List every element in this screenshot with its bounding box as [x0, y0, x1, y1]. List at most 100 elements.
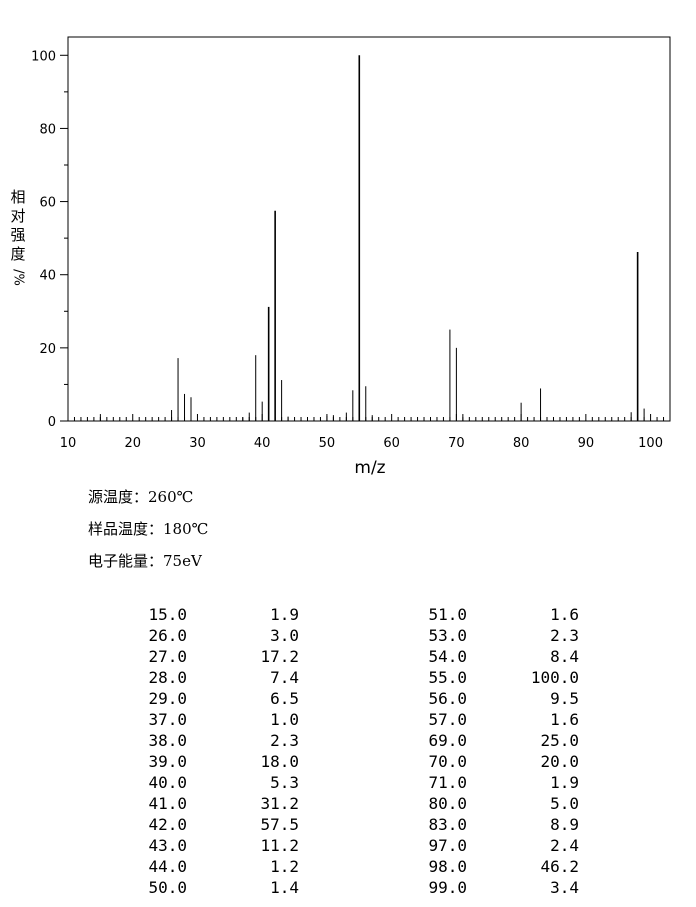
source-temperature: 源温度：260℃	[88, 488, 194, 506]
peak-mz: 51.0	[428, 605, 467, 624]
y-tick-label: 100	[31, 49, 56, 64]
peak-intensity: 6.5	[270, 689, 299, 708]
peak-mz: 69.0	[428, 731, 467, 750]
peak-table-row: 56.0 9.5	[423, 688, 579, 709]
peak-table-row: 80.0 5.0	[423, 793, 579, 814]
peak-table-row: 71.0 1.9	[423, 772, 579, 793]
peak-table-row: 57.0 1.6	[423, 709, 579, 730]
x-tick-label: 80	[513, 436, 530, 451]
peak-intensity: 3.0	[270, 626, 299, 645]
peak-intensity: 100.0	[530, 668, 579, 687]
peak-table-row: 53.0 2.3	[423, 625, 579, 646]
peak-intensity: 25.0	[540, 731, 579, 750]
x-tick-label: 60	[383, 436, 400, 451]
peak-intensity: 1.6	[550, 605, 579, 624]
x-tick-label: 30	[189, 436, 206, 451]
peak-intensity: 1.6	[550, 710, 579, 729]
peak-mz: 44.0	[148, 857, 187, 876]
peak-intensity: 2.4	[550, 836, 579, 855]
peak-table-row: 50.0 1.4	[143, 877, 299, 898]
peak-mz: 71.0	[428, 773, 467, 792]
axis-ticks: 10 20 30 40 50 60 70 80 90 100 0 20 40 60 80 100	[31, 49, 665, 451]
peak-mz: 97.0	[428, 836, 467, 855]
peak-intensity: 1.0	[270, 710, 299, 729]
peak-table-row: 29.0 6.5	[143, 688, 299, 709]
y-axis-label-char: 度	[10, 245, 26, 263]
peak-mz: 54.0	[428, 647, 467, 666]
peak-table-row: 43.0 11.2	[143, 835, 299, 856]
y-axis-label-char: 相	[10, 188, 26, 206]
peak-intensity: 2.3	[270, 731, 299, 750]
peak-table-row: 83.0 8.9	[423, 814, 579, 835]
x-tick-label: 90	[578, 436, 595, 451]
y-tick-label: 60	[39, 196, 56, 211]
peak-table-row: 42.0 57.5	[143, 814, 299, 835]
peak-intensity: 46.2	[540, 857, 579, 876]
peak-table-row: 37.0 1.0	[143, 709, 299, 730]
peak-table-row: 44.0 1.2	[143, 856, 299, 877]
peak-table-row: 28.0 7.4	[143, 667, 299, 688]
peak-table-row: 38.0 2.3	[143, 730, 299, 751]
y-axis-label-char: 对	[10, 207, 26, 225]
peak-table-row: 15.0 1.9	[143, 604, 299, 625]
peak-intensity: 18.0	[260, 752, 299, 771]
y-tick-label: 0	[48, 415, 56, 430]
peak-mz: 43.0	[148, 836, 187, 855]
peak-table-row: 51.0 1.6	[423, 604, 579, 625]
peak-intensity: 31.2	[260, 794, 299, 813]
peak-intensity: 11.2	[260, 836, 299, 855]
peak-mz: 80.0	[428, 794, 467, 813]
peak-mz: 29.0	[148, 689, 187, 708]
sample-temperature: 样品温度：180℃	[88, 520, 209, 538]
x-tick-label: 20	[124, 436, 141, 451]
x-tick-label: 50	[319, 436, 336, 451]
peak-mz: 53.0	[428, 626, 467, 645]
peak-intensity: 5.3	[270, 773, 299, 792]
peak-intensity: 8.4	[550, 647, 579, 666]
peak-intensity: 20.0	[540, 752, 579, 771]
spectrum-peaks	[99, 55, 645, 421]
mass-spectrum-chart: 10 20 30 40 50 60 70 80 90 100 0 20 40 60 80 100	[31, 36, 671, 451]
peak-mz: 28.0	[148, 668, 187, 687]
peak-mz: 50.0	[148, 878, 187, 897]
peak-mz: 70.0	[428, 752, 467, 771]
peak-table-row: 26.0 3.0	[143, 625, 299, 646]
peak-intensity: 8.9	[550, 815, 579, 834]
x-tick-label: 10	[60, 436, 77, 451]
peak-intensity: 7.4	[270, 668, 299, 687]
y-axis-label-char: /%	[10, 269, 26, 286]
y-tick-label: 20	[39, 342, 56, 357]
peak-mz: 99.0	[428, 878, 467, 897]
peak-mz: 55.0	[428, 668, 467, 687]
peak-mz: 41.0	[148, 794, 187, 813]
peak-table-row: 98.0 46.2	[423, 856, 579, 877]
peak-table-row: 54.0 8.4	[423, 646, 579, 667]
peak-mz: 26.0	[148, 626, 187, 645]
peak-table-left: 15.0 1.9 26.0 3.0 27.0 17.2 28.0 7.4 29.0 6.5 37.0…	[143, 604, 299, 898]
peak-table-row: 41.0 31.2	[143, 793, 299, 814]
peak-table-row: 97.0 2.4	[423, 835, 579, 856]
peak-intensity: 57.5	[260, 815, 299, 834]
peak-intensity: 3.4	[550, 878, 579, 897]
peak-intensity: 1.4	[270, 878, 299, 897]
peak-table-row: 69.0 25.0	[423, 730, 579, 751]
peak-table-row: 99.0 3.4	[423, 877, 579, 898]
peak-mz: 37.0	[148, 710, 187, 729]
peak-mz: 83.0	[428, 815, 467, 834]
peak-intensity: 2.3	[550, 626, 579, 645]
x-tick-label: 40	[254, 436, 271, 451]
peak-table-row: 39.0 18.0	[143, 751, 299, 772]
peak-mz: 57.0	[428, 710, 467, 729]
peak-intensity: 17.2	[260, 647, 299, 666]
instrument-conditions: 源温度：260℃ 样品温度：180℃ 电子能量：75eV	[88, 486, 208, 582]
y-tick-label: 40	[39, 269, 56, 284]
peak-table-right: 51.0 1.6 53.0 2.3 54.0 8.4 55.0 100.0 56.0 9.5 57.…	[423, 604, 579, 898]
x-tick-label: 70	[448, 436, 465, 451]
peak-table-row: 70.0 20.0	[423, 751, 579, 772]
peak-intensity: 1.2	[270, 857, 299, 876]
electron-energy: 电子能量：75eV	[88, 552, 202, 570]
peak-mz: 56.0	[428, 689, 467, 708]
peak-mz: 98.0	[428, 857, 467, 876]
peak-mz: 40.0	[148, 773, 187, 792]
y-tick-label: 80	[39, 122, 56, 137]
